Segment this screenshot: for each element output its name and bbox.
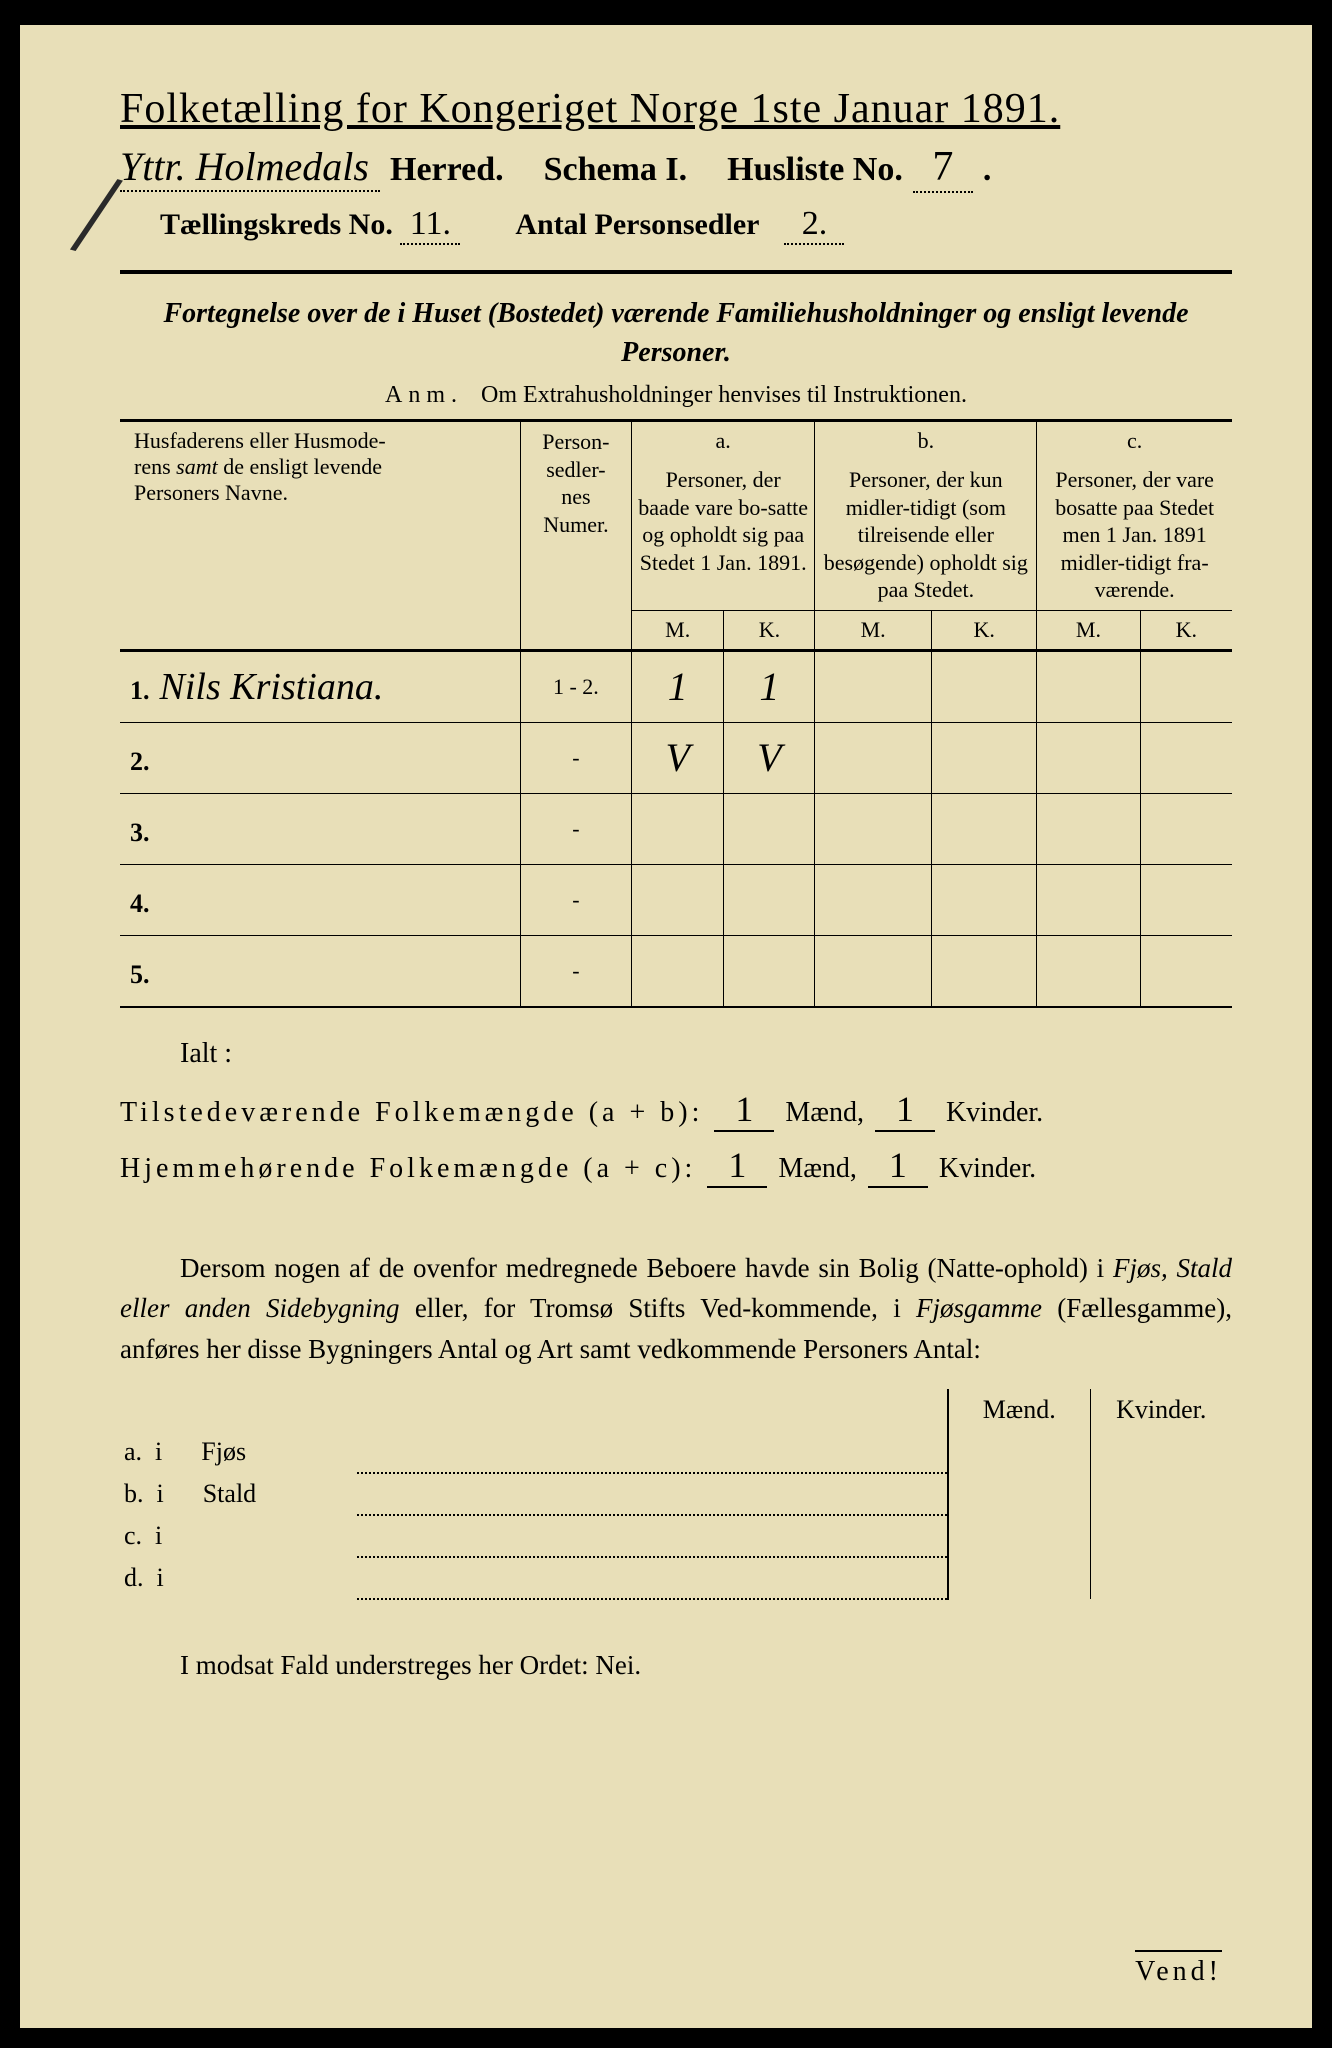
husliste-number: 7 — [913, 143, 973, 193]
ialt-label: Ialt : — [180, 1038, 1232, 1070]
herred-line: Yttr. Holmedals Herred. Schema I. Huslis… — [120, 143, 1232, 193]
antal-label: Antal Personsedler — [515, 208, 759, 241]
modsat-line: I modsat Fald understreges her Ordet: Ne… — [180, 1650, 1232, 1681]
building-row: b. i Stald — [120, 1473, 1232, 1515]
col-header-b: b. — [815, 421, 1037, 461]
fortegnelse-heading: Fortegnelse over de i Huset (Bostedet) v… — [160, 294, 1192, 372]
col-a-k: K. — [724, 610, 815, 650]
dersom-paragraph: Dersom nogen af de ovenfor medregnede Be… — [120, 1248, 1232, 1370]
table-row: 4.- — [120, 864, 1232, 935]
census-form-page: / Folketælling for Kongeriget Norge 1ste… — [0, 0, 1332, 2048]
tilstede-kvinder: 1 — [875, 1088, 935, 1132]
col-header-c: c. — [1037, 421, 1232, 461]
table-row: 3.- — [120, 793, 1232, 864]
totals-section: Ialt : Tilstedeværende Folkemængde (a + … — [120, 1038, 1232, 1188]
col-c-text: Personer, der vare bosatte paa Stedet me… — [1037, 460, 1232, 610]
taelling-line: Tællingskreds No. 11. Antal Personsedler… — [120, 205, 1232, 274]
building-row: a. i Fjøs — [120, 1431, 1232, 1473]
building-row: d. i — [120, 1557, 1232, 1599]
building-row: c. i — [120, 1515, 1232, 1557]
bh-maend: Mænd. — [948, 1389, 1090, 1431]
col-a-m: M. — [632, 610, 724, 650]
census-table: Husfaderens eller Husmode- rens samt de … — [120, 419, 1232, 1008]
hjemme-maend: 1 — [707, 1144, 767, 1188]
table-row: 2.-VV — [120, 722, 1232, 793]
herred-handwritten: Yttr. Holmedals — [120, 143, 380, 192]
husliste-label: Husliste No. — [727, 151, 903, 189]
vend-label: Vend! — [1135, 1950, 1222, 1988]
tilstede-line: Tilstedeværende Folkemængde (a + b): 1 M… — [120, 1088, 1232, 1132]
herred-label: Herred. — [390, 151, 504, 189]
col-b-k: K. — [931, 610, 1036, 650]
antal-number: 2. — [784, 205, 844, 245]
bh-kvinder: Kvinder. — [1090, 1389, 1232, 1431]
hjemme-kvinder: 1 — [868, 1144, 928, 1188]
table-row: 5.- — [120, 935, 1232, 1007]
page-title: Folketælling for Kongeriget Norge 1ste J… — [120, 85, 1232, 133]
col-a-text: Personer, der baade vare bo-satte og oph… — [632, 460, 815, 610]
col-header-numer: Person- sedler- nes Numer. — [520, 421, 631, 651]
col-header-a: a. — [632, 421, 815, 461]
schema-label: Schema I. — [544, 151, 688, 189]
col-b-text: Personer, der kun midler-tidigt (som til… — [815, 460, 1037, 610]
buildings-table: Mænd. Kvinder. a. i Fjøs b. i Stald c. i… — [120, 1389, 1232, 1600]
table-row: 1.Nils Kristiana.1 - 2.11 — [120, 650, 1232, 722]
hjemme-line: Hjemmehørende Folkemængde (a + c): 1 Mæn… — [120, 1144, 1232, 1188]
col-header-names: Husfaderens eller Husmode- rens samt de … — [120, 421, 520, 651]
col-c-m: M. — [1037, 610, 1140, 650]
taelling-number: 11. — [400, 205, 460, 245]
anm-note: Anm. Om Extrahusholdninger henvises til … — [120, 382, 1232, 409]
col-b-m: M. — [815, 610, 932, 650]
tilstede-maend: 1 — [714, 1088, 774, 1132]
taelling-label: Tællingskreds No. — [160, 208, 393, 241]
col-c-k: K. — [1140, 610, 1232, 650]
